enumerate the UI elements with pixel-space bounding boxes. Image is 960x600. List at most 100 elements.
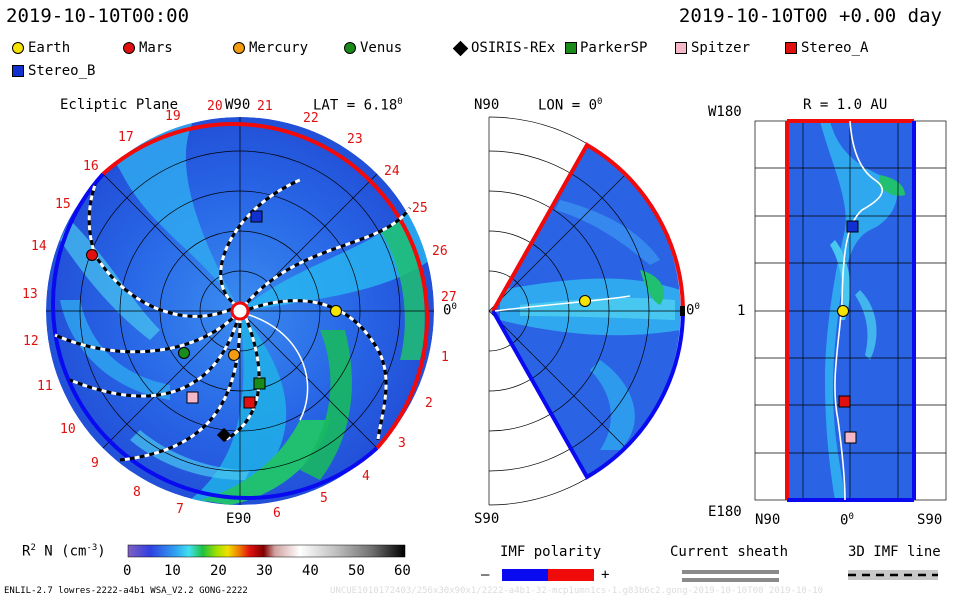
rotation-number: 27 — [441, 290, 457, 305]
colorbar-tick: 20 — [210, 563, 227, 579]
colorbar-tick: 0 — [123, 563, 132, 579]
rotation-numbers: 19 20 21 22 23 24 25 26 27 1 2 3 4 5 6 7… — [22, 99, 457, 521]
radial-mid-label: 1 — [737, 303, 746, 319]
imf-positive-swatch — [548, 569, 594, 581]
venus-marker-icon — [178, 347, 190, 359]
ecliptic-imf-polarity-negative — [51, 172, 379, 500]
colorbar-label-unit-exp: -3 — [86, 543, 98, 553]
legend-label: Venus — [360, 40, 403, 56]
meridional-right-label: 00 — [686, 302, 700, 319]
imf-spiral-lines — [54, 178, 412, 462]
rotation-number: 3 — [398, 436, 406, 451]
meridional-tick-icon — [680, 306, 685, 316]
osiris-rex-marker-icon — [216, 427, 232, 443]
meridional-imf-polarity-negative — [491, 310, 685, 480]
mercury-marker-icon — [233, 42, 245, 54]
longitude-value: LON = 0 — [538, 97, 598, 114]
imf-plus-label: + — [601, 567, 610, 583]
mercury-marker-icon — [228, 349, 240, 361]
colorbar-label-exp: 2 — [30, 543, 36, 553]
latitude-value: LAT = 6.18 — [313, 97, 398, 114]
radial-x-left-label: N90 — [755, 512, 781, 528]
rotation-number: 23 — [347, 132, 363, 147]
colorbar-label: R2 N (cm-3) — [22, 543, 106, 560]
current-sheath-line-icon — [682, 578, 779, 582]
rotation-number: 17 — [118, 130, 134, 145]
rotation-number: 5 — [320, 491, 328, 506]
stereo-a-marker-icon — [838, 395, 851, 408]
imf-polarity-title: IMF polarity — [500, 544, 602, 560]
colorbar-label-unit: N (cm — [35, 543, 87, 560]
rotation-number: 2 — [425, 396, 433, 411]
imf-3d-line-icon — [848, 570, 938, 580]
legend-label: Mercury — [249, 40, 309, 56]
meridional-current-sheath — [494, 295, 631, 312]
legend-item-parker-sp: ParkerSP — [565, 40, 647, 56]
ecliptic-right-value: 0 — [443, 302, 452, 319]
rotation-number: 26 — [432, 244, 448, 259]
ecliptic-right-degree: 0 — [451, 302, 457, 312]
colorbar-tick: 40 — [302, 563, 319, 579]
run-id-footer: UNCUE1010172403/256x30x90x1/2222-a4b1-32… — [330, 586, 824, 596]
model-info-footer: ENLIL-2.7 lowres-2222-a4b1 WSA_V2.2 GONG… — [4, 586, 248, 596]
stereo-b-marker-icon — [250, 210, 263, 223]
meridional-top-label: N90 — [474, 97, 500, 113]
meridional-right-value: 0 — [686, 302, 695, 319]
ecliptic-imf-polarity-positive — [101, 122, 429, 450]
ecliptic-right-label: 00 — [443, 302, 457, 319]
legend-item-mercury: Mercury — [233, 40, 308, 56]
spitzer-marker-icon — [186, 391, 199, 404]
rotation-number: 13 — [22, 287, 38, 302]
imf-3d-line-title: 3D IMF line — [848, 544, 941, 560]
start-date-label: 2019-10-10T00:00 — [6, 5, 190, 27]
radial-top-label: W180 — [708, 104, 742, 120]
latitude-degree: 0 — [397, 97, 403, 107]
imf-negative-swatch — [502, 569, 548, 581]
legend-label: Earth — [28, 40, 71, 56]
rotation-number: 24 — [384, 164, 400, 179]
colorbar-tick: 50 — [348, 563, 365, 579]
stereo-a-marker-icon — [243, 396, 256, 409]
legend-label: Mars — [139, 40, 173, 56]
stereo-b-marker-icon — [12, 65, 24, 77]
mars-marker-icon — [86, 249, 98, 261]
colorbar-tick: 10 — [164, 563, 181, 579]
rotation-number: 20 — [207, 99, 223, 114]
legend-label: OSIRIS-REx — [471, 40, 556, 56]
meridional-imf-polarity-positive — [491, 142, 685, 312]
rotation-number: 19 — [165, 109, 181, 124]
venus-marker-icon — [344, 42, 356, 54]
parker-sp-marker-icon — [565, 42, 577, 54]
colorbar-tick: 60 — [394, 563, 411, 579]
colorbar-gradient — [127, 544, 406, 558]
earth-marker-icon — [579, 295, 591, 307]
legend-label: ParkerSP — [580, 40, 648, 56]
radial-current-sheath — [834, 120, 884, 501]
rotation-number: 25 — [412, 201, 428, 216]
elapsed-date-label: 2019-10-10T00 +0.00 day — [678, 5, 942, 27]
latitude-label: LAT = 6.180 — [313, 97, 403, 114]
meridional-right-degree: 0 — [694, 302, 700, 312]
radial-x-mid-value: 0 — [840, 512, 849, 529]
ecliptic-bottom-label: E90 — [226, 511, 252, 527]
radial-panel-title: R = 1.0 AU — [803, 97, 888, 113]
imf-minus-label: – — [481, 567, 490, 583]
rotation-number: 7 — [176, 502, 184, 517]
legend-label: Stereo_B — [28, 63, 96, 79]
rotation-number: 16 — [83, 159, 99, 174]
longitude-label: LON = 00 — [538, 97, 602, 114]
legend-label: Stereo_A — [801, 40, 869, 56]
legend-item-mars: Mars — [123, 40, 173, 56]
earth-marker-icon — [330, 305, 342, 317]
spitzer-marker-icon — [844, 431, 857, 444]
legend-item-earth: Earth — [12, 40, 70, 56]
parker-sp-marker-icon — [253, 377, 266, 390]
radial-x-right-label: S90 — [917, 512, 943, 528]
ecliptic-top-label: W90 — [225, 97, 251, 113]
radial-bottom-label: E180 — [708, 504, 742, 520]
rotation-number: 11 — [37, 379, 53, 394]
